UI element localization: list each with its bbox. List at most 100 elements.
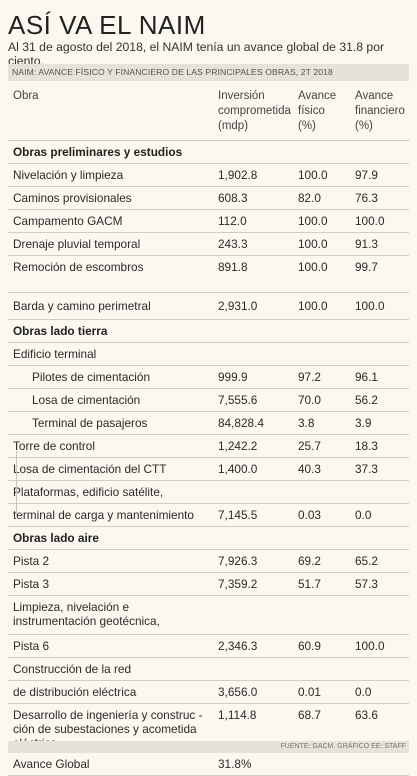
row-financiero: 56.2 [355, 393, 378, 407]
row-inversion: 1,400.0 [218, 462, 258, 476]
section-lado-tierra: Obras lado tierra [8, 320, 409, 343]
row-obra: Pilotes de cimentación [32, 370, 151, 384]
row-obra: Campamento GACM [13, 214, 123, 228]
row-inversion: 608.3 [218, 191, 248, 205]
row-inversion: 84,828.4 [218, 416, 264, 430]
row-inversion: 1,114.8 [218, 708, 257, 722]
table-row: Losa de cimentación 7,555.6 70.0 56.2 [8, 389, 409, 412]
row-obra: Caminos provisionales [13, 191, 132, 205]
row-inversion: 999.9 [218, 370, 248, 384]
row-financiero: 91.3 [355, 237, 378, 251]
table-row: Drenaje pluvial temporal 243.3 100.0 91.… [8, 233, 409, 256]
row-obra: Plataformas, edificio satélite, [13, 485, 164, 499]
table-row: Barda y camino perimetral 2,931.0 100.0 … [8, 293, 409, 320]
table-row: de distribución eléctrica 3,656.0 0.01 0… [8, 681, 409, 704]
row-financiero: 0.0 [355, 685, 372, 699]
page-title: ASÍ VA EL NAIM [8, 10, 206, 40]
row-financiero: 76.3 [355, 191, 378, 205]
row-financiero: 100.0 [355, 214, 385, 228]
row-inversion: 1,902.8 [218, 168, 258, 182]
row-fisico: 69.2 [298, 554, 321, 568]
row-financiero: 65.2 [355, 554, 378, 568]
row-obra: Limpieza, nivelación e instrumentación g… [13, 600, 160, 628]
table-caption: NAIM: AVANCE FÍSICO Y FINANCIERO DE LAS … [8, 64, 409, 81]
header-avance-fisico: Avance físico (%) [298, 90, 337, 132]
row-fisico: 60.9 [298, 639, 321, 653]
indent-guide [16, 451, 17, 517]
table-row: Edificio terminal [8, 343, 409, 366]
row-obra: Pista 3 [13, 577, 50, 591]
row-inversion: 7,555.6 [218, 393, 258, 407]
row-obra: Obras preliminares y estudios [13, 145, 183, 159]
section-preliminares: Obras preliminares y estudios [8, 141, 409, 164]
row-fisico: 100.0 [298, 237, 328, 251]
table-row: Campamento GACM 112.0 100.0 100.0 [8, 210, 409, 233]
table-row: Remoción de escombros 891.8 100.0 99.7 [8, 256, 409, 293]
source-footer: FUENTE: GACM. GRÁFICO EE: STAFF [8, 741, 409, 753]
row-obra: Drenaje pluvial temporal [13, 237, 141, 251]
row-inversion: 7,926.3 [218, 554, 258, 568]
row-obra: Obras lado aire [13, 531, 99, 545]
row-financiero: 0.0 [355, 508, 372, 522]
row-financiero: 3.9 [355, 416, 372, 430]
row-fisico: 100.0 [298, 168, 328, 182]
row-obra: Barda y camino perimetral [13, 299, 151, 313]
row-obra: Avance Global [13, 757, 90, 771]
row-fisico: 0.03 [298, 508, 321, 522]
row-fisico: 40.3 [298, 462, 321, 476]
row-obra: Pista 6 [13, 639, 50, 653]
row-financiero: 100.0 [355, 299, 385, 313]
header-obra: Obra [13, 90, 39, 102]
row-inversion: 2,931.0 [218, 299, 258, 313]
row-obra: Pista 2 [13, 554, 50, 568]
row-fisico: 97.2 [298, 370, 321, 384]
table-row: Limpieza, nivelación e instrumentación g… [8, 596, 409, 635]
row-fisico: 100.0 [298, 260, 328, 274]
row-inversion: 3,656.0 [218, 685, 258, 699]
table-row: Construcción de la red [8, 658, 409, 681]
row-fisico: 82.0 [298, 191, 321, 205]
table-row: Pista 6 2,346.3 60.9 100.0 [8, 635, 409, 658]
row-financiero: 100.0 [355, 639, 385, 653]
row-financiero: 63.6 [355, 708, 378, 722]
row-financiero: 96.1 [355, 370, 378, 384]
row-inversion: 1,242.2 [218, 439, 258, 453]
row-inversion: 112.0 [218, 214, 247, 228]
table-header: Obra Inversión comprometida (mdp) Avance… [8, 84, 409, 141]
row-fisico: 51.7 [298, 577, 321, 591]
table-row: Pista 3 7,359.2 51.7 57.3 [8, 573, 409, 596]
row-fisico: 3.8 [298, 416, 315, 430]
row-inversion: 243.3 [218, 237, 248, 251]
row-fisico: 25.7 [298, 439, 321, 453]
row-fisico: 0.01 [298, 685, 321, 699]
row-obra: Losa de cimentación [32, 393, 141, 407]
table-row: Pilotes de cimentación 999.9 97.2 96.1 [8, 366, 409, 389]
section-lado-aire: Obras lado aire [8, 527, 409, 550]
row-obra: Losa de cimentación del CTT [13, 462, 167, 476]
row-obra: de distribución eléctrica [13, 685, 137, 699]
table-row: Desarrollo de ingeniería y construc - ci… [8, 704, 409, 753]
table-row: Plataformas, edificio satélite, [8, 481, 409, 504]
table-row: Pista 2 7,926.3 69.2 65.2 [8, 550, 409, 573]
table-row: Caminos provisionales 608.3 82.0 76.3 [8, 187, 409, 210]
row-obra: Edificio terminal [13, 347, 97, 361]
row-fisico: 70.0 [298, 393, 321, 407]
row-obra: Remoción de escombros [13, 260, 144, 274]
row-fisico: 100.0 [298, 299, 328, 313]
table-row: Terminal de pasajeros 84,828.4 3.8 3.9 [8, 412, 409, 435]
row-obra: Torre de control [13, 439, 95, 453]
row-financiero: 57.3 [355, 577, 378, 591]
row-inversion: 31.8% [218, 757, 252, 771]
table-row: Torre de control 1,242.2 25.7 18.3 [8, 435, 409, 458]
header-avance-financiero: Avance financiero (%) [355, 90, 405, 132]
row-obra: Desarrollo de ingeniería y construc - ci… [13, 708, 203, 750]
row-obra: Construcción de la red [13, 662, 132, 676]
row-financiero: 97.9 [355, 168, 378, 182]
row-inversion: 7,359.2 [218, 577, 258, 591]
row-financiero: 99.7 [355, 260, 378, 274]
row-obra: terminal de carga y mantenimiento [13, 508, 194, 522]
table-row: terminal de carga y mantenimiento 7,145.… [8, 504, 409, 527]
row-obra: Nivelación y limpieza [13, 168, 124, 182]
table-row: Nivelación y limpieza 1,902.8 100.0 97.9 [8, 164, 409, 187]
header-inversion: Inversión comprometida (mdp) [218, 90, 291, 132]
